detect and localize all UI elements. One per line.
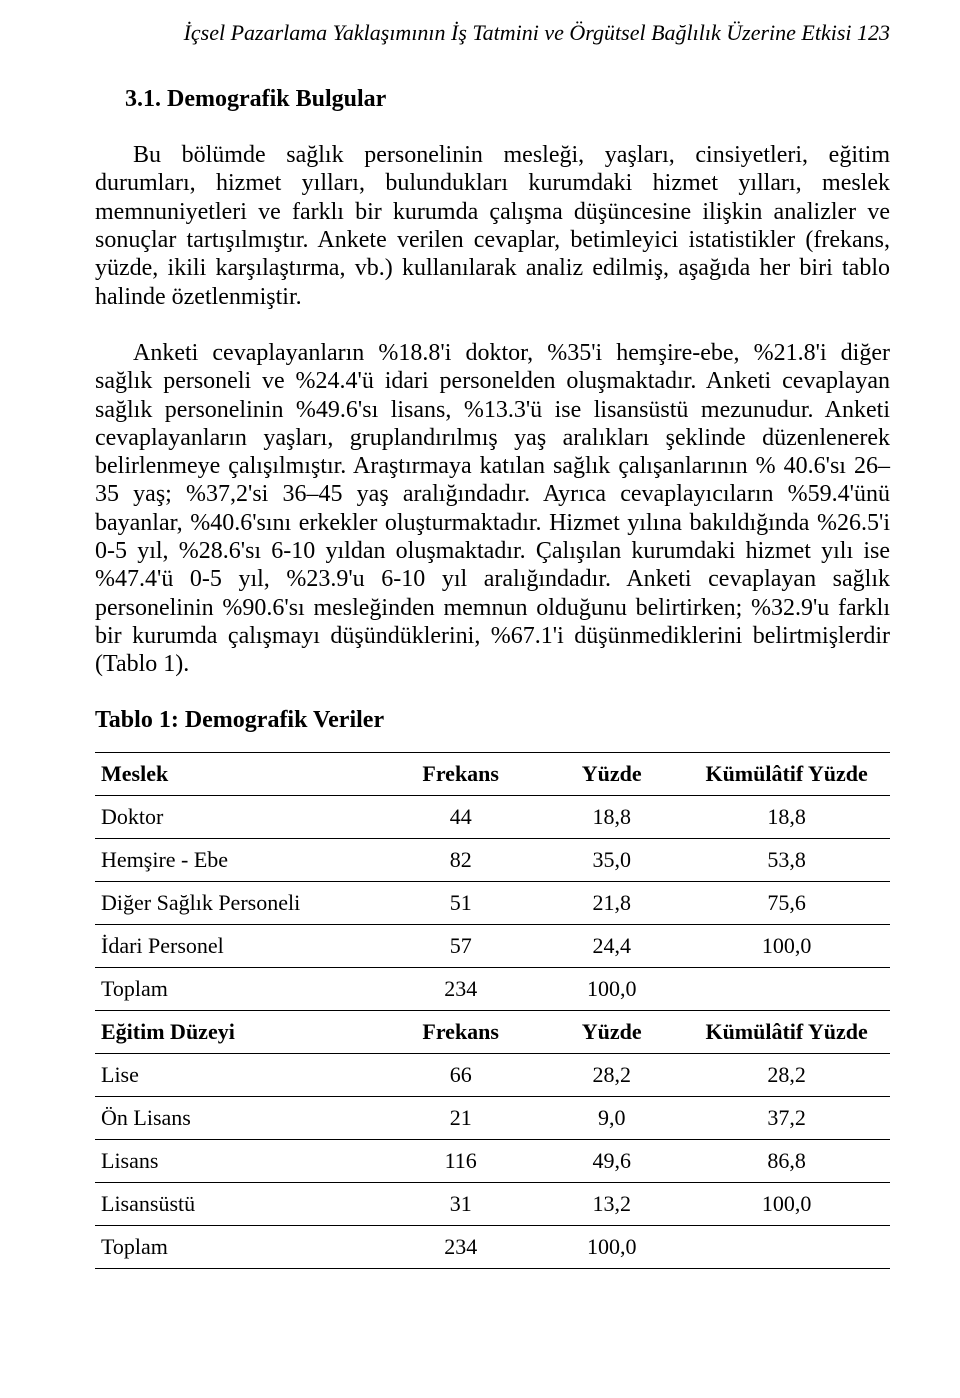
table-cell: 100,0 — [540, 967, 683, 1010]
table-cell — [683, 1225, 890, 1268]
table-cell: Doktor — [95, 795, 381, 838]
table-row: Lisansüstü 31 13,2 100,0 — [95, 1182, 890, 1225]
table-cell: Hemşire - Ebe — [95, 838, 381, 881]
page: İçsel Pazarlama Yaklaşımının İş Tatmini … — [0, 0, 960, 1309]
table-row: Ön Lisans 21 9,0 37,2 — [95, 1096, 890, 1139]
table-cell: 9,0 — [540, 1096, 683, 1139]
table-cell: 100,0 — [540, 1225, 683, 1268]
table-header-cell: Yüzde — [540, 752, 683, 795]
demographics-table: Meslek Frekans Yüzde Kümülâtif Yüzde Dok… — [95, 752, 890, 1269]
table-cell: 53,8 — [683, 838, 890, 881]
table-title: Tablo 1: Demografik Veriler — [95, 707, 890, 734]
table-header-cell: Frekans — [381, 752, 540, 795]
table-cell: 100,0 — [683, 924, 890, 967]
table-cell: Lisansüstü — [95, 1182, 381, 1225]
table-cell: 18,8 — [683, 795, 890, 838]
table-cell: 21 — [381, 1096, 540, 1139]
table-cell: 75,6 — [683, 881, 890, 924]
table-cell: 44 — [381, 795, 540, 838]
table-cell: 49,6 — [540, 1139, 683, 1182]
table-cell: 51 — [381, 881, 540, 924]
table-cell: Toplam — [95, 1225, 381, 1268]
table-header-cell: Meslek — [95, 752, 381, 795]
table-row: Lise 66 28,2 28,2 — [95, 1053, 890, 1096]
table-cell — [683, 967, 890, 1010]
table-cell: Lise — [95, 1053, 381, 1096]
table-cell: 24,4 — [540, 924, 683, 967]
table-cell: Toplam — [95, 967, 381, 1010]
running-header: İçsel Pazarlama Yaklaşımının İş Tatmini … — [95, 20, 890, 46]
table-cell: 28,2 — [540, 1053, 683, 1096]
body-paragraph: Anketi cevaplayanların %18.8'i doktor, %… — [95, 339, 890, 679]
table-cell: Lisans — [95, 1139, 381, 1182]
table-cell: Diğer Sağlık Personeli — [95, 881, 381, 924]
table-cell: 57 — [381, 924, 540, 967]
table-cell: 35,0 — [540, 838, 683, 881]
table-cell: 18,8 — [540, 795, 683, 838]
table-cell: 66 — [381, 1053, 540, 1096]
table-row: Toplam 234 100,0 — [95, 967, 890, 1010]
table-cell: 234 — [381, 1225, 540, 1268]
table-cell: 82 — [381, 838, 540, 881]
table-header-row: Meslek Frekans Yüzde Kümülâtif Yüzde — [95, 752, 890, 795]
table-row: Diğer Sağlık Personeli 51 21,8 75,6 — [95, 881, 890, 924]
table-cell: 86,8 — [683, 1139, 890, 1182]
table-cell: 37,2 — [683, 1096, 890, 1139]
table-cell: 21,8 — [540, 881, 683, 924]
table-row: İdari Personel 57 24,4 100,0 — [95, 924, 890, 967]
section-heading: 3.1. Demografik Bulgular — [125, 86, 890, 113]
table-cell: 116 — [381, 1139, 540, 1182]
table-row: Toplam 234 100,0 — [95, 1225, 890, 1268]
body-paragraph: Bu bölümde sağlık personelinin mesleği, … — [95, 141, 890, 311]
table-row: Lisans 116 49,6 86,8 — [95, 1139, 890, 1182]
table-cell: İdari Personel — [95, 924, 381, 967]
table-header-cell: Frekans — [381, 1010, 540, 1053]
table-header-cell: Yüzde — [540, 1010, 683, 1053]
table-header-cell: Eğitim Düzeyi — [95, 1010, 381, 1053]
table-cell: 13,2 — [540, 1182, 683, 1225]
table-cell: 31 — [381, 1182, 540, 1225]
table-row: Hemşire - Ebe 82 35,0 53,8 — [95, 838, 890, 881]
table-header-cell: Kümülâtif Yüzde — [683, 1010, 890, 1053]
table-cell: 100,0 — [683, 1182, 890, 1225]
table-header-cell: Kümülâtif Yüzde — [683, 752, 890, 795]
table-cell: 28,2 — [683, 1053, 890, 1096]
table-header-row: Eğitim Düzeyi Frekans Yüzde Kümülâtif Yü… — [95, 1010, 890, 1053]
table-cell: 234 — [381, 967, 540, 1010]
table-row: Doktor 44 18,8 18,8 — [95, 795, 890, 838]
table-cell: Ön Lisans — [95, 1096, 381, 1139]
